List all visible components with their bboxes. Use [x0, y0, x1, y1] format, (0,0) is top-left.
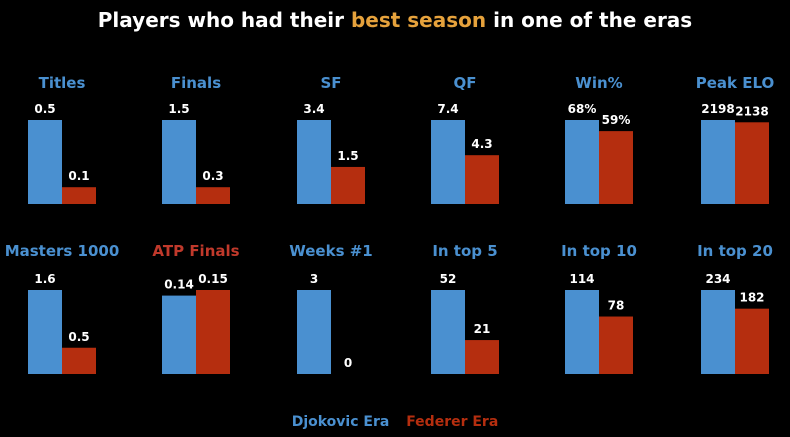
- chart-title-finals: Finals: [171, 74, 221, 92]
- chart-title-titles: Titles: [39, 74, 86, 92]
- data-label-atp-finals-federer: 0.15: [198, 272, 228, 286]
- bar-win-djokovic: [565, 120, 599, 204]
- chart-title-weeks-1: Weeks #1: [289, 242, 373, 260]
- chart-atp-finals: ATP Finals 0.14 0.15: [152, 242, 240, 374]
- legend-federer: Federer Era: [406, 414, 499, 430]
- bar-masters-1000-djokovic: [28, 290, 62, 374]
- title-suffix: in one of the eras: [486, 8, 693, 32]
- data-label-titles-djokovic: 0.5: [34, 102, 55, 116]
- chart-weeks-1: Weeks #1 3 0: [289, 242, 373, 374]
- title-highlight: best season: [350, 8, 487, 32]
- chart-qf: QF 7.4 4.3: [431, 74, 499, 204]
- bar-finals-federer: [196, 187, 230, 204]
- chart-title-in-top-10: In top 10: [561, 242, 637, 260]
- data-label-masters-1000-djokovic: 1.6: [34, 272, 55, 286]
- chart-sf: SF 3.4 1.5: [297, 74, 365, 204]
- bar-titles-djokovic: [28, 120, 62, 204]
- data-label-in-top-5-djokovic: 52: [440, 272, 457, 286]
- bar-peak-elo-federer: [735, 122, 769, 204]
- data-label-atp-finals-djokovic: 0.14: [164, 278, 194, 292]
- title-prefix: Players who had their: [97, 8, 351, 32]
- bar-in-top-20-federer: [735, 308, 769, 374]
- legend: Djokovic Era Federer Era: [0, 414, 790, 430]
- data-label-in-top-20-djokovic: 234: [705, 272, 730, 286]
- chart-title-in-top-20: In top 20: [697, 242, 773, 260]
- bar-titles-federer: [62, 187, 96, 204]
- data-label-masters-1000-federer: 0.5: [68, 330, 89, 344]
- data-label-sf-federer: 1.5: [337, 149, 358, 163]
- bar-in-top-10-djokovic: [565, 290, 599, 374]
- bar-atp-finals-djokovic: [162, 295, 196, 374]
- bar-masters-1000-federer: [62, 347, 96, 374]
- chart-title-masters-1000: Masters 1000: [5, 242, 120, 260]
- chart-title-win: Win%: [575, 74, 622, 92]
- data-label-weeks-1-federer: 0: [344, 356, 352, 370]
- legend-djokovic: Djokovic Era: [291, 414, 390, 430]
- page-title: Players who had their best season in one…: [0, 8, 790, 32]
- bar-qf-djokovic: [431, 120, 465, 204]
- bar-win-federer: [599, 131, 633, 204]
- bar-qf-federer: [465, 155, 499, 204]
- data-label-win-federer: 59%: [602, 113, 631, 127]
- chart-in-top-10: In top 10 114 78: [561, 242, 637, 374]
- chart-titles: Titles 0.5 0.1: [28, 74, 96, 204]
- data-label-in-top-10-federer: 78: [608, 299, 625, 313]
- chart-in-top-20: In top 20 234 182: [697, 242, 773, 374]
- bar-atp-finals-federer: [196, 290, 230, 374]
- data-label-in-top-10-djokovic: 114: [569, 272, 594, 286]
- bar-sf-federer: [331, 166, 365, 204]
- data-label-weeks-1-djokovic: 3: [310, 272, 318, 286]
- chart-in-top-5: In top 5 52 21: [431, 242, 499, 374]
- chart-title-sf: SF: [320, 74, 341, 92]
- bar-in-top-20-djokovic: [701, 290, 735, 374]
- data-label-win-djokovic: 68%: [568, 102, 597, 116]
- bar-weeks-1-djokovic: [297, 290, 331, 374]
- chart-title-in-top-5: In top 5: [432, 242, 497, 260]
- chart-title-atp-finals: ATP Finals: [152, 242, 239, 260]
- bar-in-top-5-djokovic: [431, 290, 465, 374]
- chart-finals: Finals 1.5 0.3: [162, 74, 230, 204]
- data-label-in-top-5-federer: 21: [474, 322, 491, 336]
- data-label-qf-federer: 4.3: [471, 137, 492, 151]
- data-label-qf-djokovic: 7.4: [437, 102, 458, 116]
- chart-masters-1000: Masters 1000 1.6 0.5: [5, 242, 120, 374]
- data-label-in-top-20-federer: 182: [739, 291, 764, 305]
- bar-peak-elo-djokovic: [701, 120, 735, 204]
- data-label-peak-elo-federer: 2138: [735, 104, 768, 118]
- chart-win: Win% 68% 59%: [565, 74, 633, 204]
- bar-in-top-10-federer: [599, 316, 633, 374]
- bar-in-top-5-federer: [465, 340, 499, 374]
- chart-title-peak-elo: Peak ELO: [696, 74, 775, 92]
- data-label-finals-djokovic: 1.5: [168, 102, 189, 116]
- chart-title-qf: QF: [454, 74, 477, 92]
- bar-sf-djokovic: [297, 120, 331, 204]
- data-label-titles-federer: 0.1: [68, 169, 89, 183]
- bar-finals-djokovic: [162, 120, 196, 204]
- data-label-peak-elo-djokovic: 2198: [701, 102, 734, 116]
- data-label-sf-djokovic: 3.4: [303, 102, 324, 116]
- chart-peak-elo: Peak ELO 2198 2138: [696, 74, 775, 204]
- data-label-finals-federer: 0.3: [202, 169, 223, 183]
